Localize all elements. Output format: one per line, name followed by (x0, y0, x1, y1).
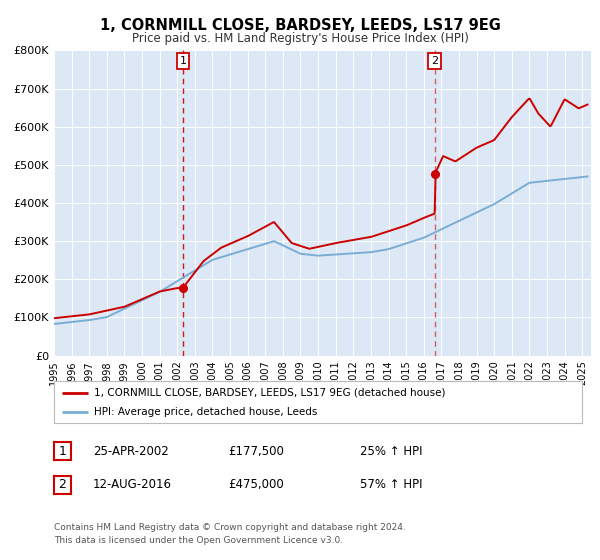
Text: 25% ↑ HPI: 25% ↑ HPI (360, 445, 422, 458)
Text: This data is licensed under the Open Government Licence v3.0.: This data is licensed under the Open Gov… (54, 536, 343, 545)
Text: 57% ↑ HPI: 57% ↑ HPI (360, 478, 422, 492)
Text: 1, CORNMILL CLOSE, BARDSEY, LEEDS, LS17 9EG (detached house): 1, CORNMILL CLOSE, BARDSEY, LEEDS, LS17 … (94, 388, 445, 398)
Text: 12-AUG-2016: 12-AUG-2016 (93, 478, 172, 492)
Text: Contains HM Land Registry data © Crown copyright and database right 2024.: Contains HM Land Registry data © Crown c… (54, 523, 406, 532)
Text: HPI: Average price, detached house, Leeds: HPI: Average price, detached house, Leed… (94, 407, 317, 417)
Text: 2: 2 (58, 478, 67, 492)
Text: £177,500: £177,500 (228, 445, 284, 458)
Text: 2: 2 (431, 56, 438, 66)
Text: 1, CORNMILL CLOSE, BARDSEY, LEEDS, LS17 9EG: 1, CORNMILL CLOSE, BARDSEY, LEEDS, LS17 … (100, 18, 500, 33)
Text: £475,000: £475,000 (228, 478, 284, 492)
Text: 25-APR-2002: 25-APR-2002 (93, 445, 169, 458)
Text: Price paid vs. HM Land Registry's House Price Index (HPI): Price paid vs. HM Land Registry's House … (131, 32, 469, 45)
Text: 1: 1 (58, 445, 67, 458)
Text: 1: 1 (179, 56, 187, 66)
